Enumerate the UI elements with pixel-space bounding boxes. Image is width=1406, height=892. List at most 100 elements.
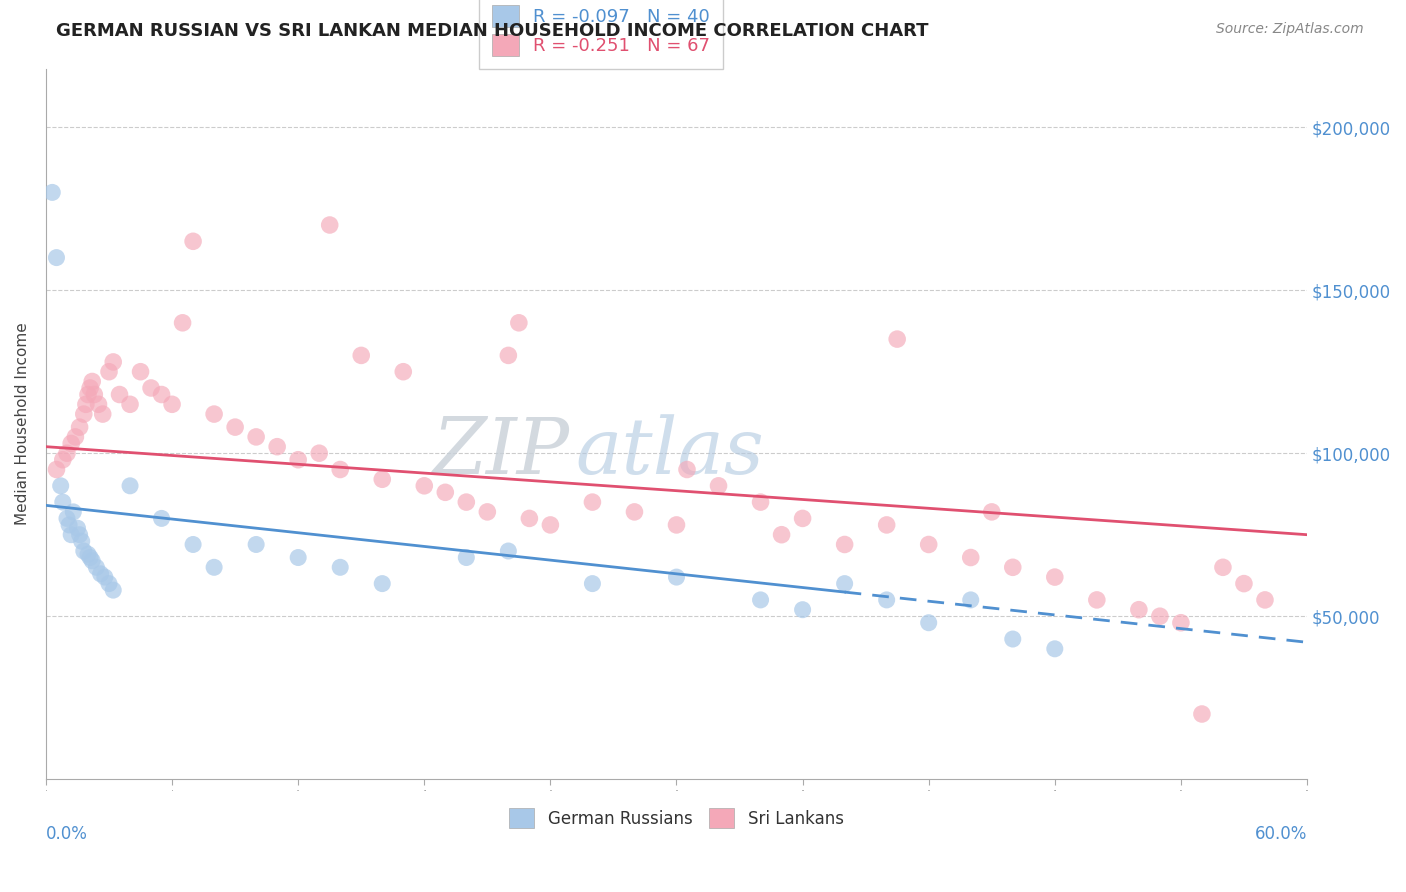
- Point: [538, 517, 561, 532]
- Text: 0.0%: 0.0%: [46, 825, 87, 843]
- Point: [1085, 593, 1108, 607]
- Point: [918, 537, 941, 551]
- Point: [66, 521, 89, 535]
- Point: [329, 462, 352, 476]
- Point: [266, 440, 288, 454]
- Point: [876, 517, 898, 532]
- Point: [139, 381, 162, 395]
- Point: [477, 505, 499, 519]
- Point: [90, 566, 112, 581]
- Point: [392, 365, 415, 379]
- Point: [1191, 706, 1213, 721]
- Point: [56, 446, 79, 460]
- Point: [87, 397, 110, 411]
- Point: [1043, 570, 1066, 584]
- Point: [94, 570, 117, 584]
- Point: [52, 452, 75, 467]
- Point: [77, 387, 100, 401]
- Point: [98, 365, 121, 379]
- Point: [45, 462, 67, 476]
- Point: [118, 479, 141, 493]
- Point: [52, 495, 75, 509]
- Point: [287, 452, 309, 467]
- Point: [69, 527, 91, 541]
- Point: [371, 576, 394, 591]
- Point: [181, 537, 204, 551]
- Point: [83, 387, 105, 401]
- Point: [103, 583, 125, 598]
- Point: [413, 479, 436, 493]
- Point: [308, 446, 330, 460]
- Point: [498, 348, 520, 362]
- Point: [181, 235, 204, 249]
- Point: [318, 218, 340, 232]
- Point: [77, 547, 100, 561]
- Point: [980, 505, 1002, 519]
- Point: [82, 554, 104, 568]
- Point: [60, 527, 83, 541]
- Point: [1254, 593, 1277, 607]
- Point: [1212, 560, 1234, 574]
- Point: [287, 550, 309, 565]
- Point: [56, 511, 79, 525]
- Point: [150, 387, 173, 401]
- Point: [876, 593, 898, 607]
- Point: [676, 462, 699, 476]
- Point: [1001, 632, 1024, 646]
- Point: [224, 420, 246, 434]
- Point: [245, 430, 267, 444]
- Point: [202, 560, 225, 574]
- Point: [581, 495, 603, 509]
- Text: ZIP: ZIP: [432, 414, 569, 491]
- Point: [245, 537, 267, 551]
- Point: [91, 407, 114, 421]
- Point: [118, 397, 141, 411]
- Point: [623, 505, 645, 519]
- Point: [665, 517, 688, 532]
- Point: [749, 495, 772, 509]
- Point: [434, 485, 457, 500]
- Y-axis label: Median Household Income: Median Household Income: [15, 323, 30, 525]
- Point: [959, 593, 981, 607]
- Point: [456, 550, 478, 565]
- Point: [918, 615, 941, 630]
- Point: [456, 495, 478, 509]
- Text: 60.0%: 60.0%: [1254, 825, 1308, 843]
- Point: [108, 387, 131, 401]
- Point: [1043, 641, 1066, 656]
- Point: [329, 560, 352, 574]
- Point: [202, 407, 225, 421]
- Point: [79, 550, 101, 565]
- Point: [103, 355, 125, 369]
- Point: [498, 544, 520, 558]
- Point: [792, 603, 814, 617]
- Point: [749, 593, 772, 607]
- Point: [75, 397, 97, 411]
- Point: [60, 436, 83, 450]
- Point: [707, 479, 730, 493]
- Point: [350, 348, 373, 362]
- Point: [1001, 560, 1024, 574]
- Point: [150, 511, 173, 525]
- Point: [1149, 609, 1171, 624]
- Point: [886, 332, 908, 346]
- Point: [371, 472, 394, 486]
- Point: [98, 576, 121, 591]
- Point: [834, 576, 856, 591]
- Point: [69, 420, 91, 434]
- Point: [160, 397, 183, 411]
- Point: [1128, 603, 1150, 617]
- Point: [172, 316, 194, 330]
- Point: [834, 537, 856, 551]
- Point: [49, 479, 72, 493]
- Point: [959, 550, 981, 565]
- Point: [73, 544, 96, 558]
- Point: [41, 186, 63, 200]
- Text: Source: ZipAtlas.com: Source: ZipAtlas.com: [1216, 22, 1364, 37]
- Point: [58, 517, 80, 532]
- Point: [508, 316, 530, 330]
- Text: GERMAN RUSSIAN VS SRI LANKAN MEDIAN HOUSEHOLD INCOME CORRELATION CHART: GERMAN RUSSIAN VS SRI LANKAN MEDIAN HOUS…: [56, 22, 929, 40]
- Point: [770, 527, 793, 541]
- Text: atlas: atlas: [575, 414, 765, 491]
- Point: [792, 511, 814, 525]
